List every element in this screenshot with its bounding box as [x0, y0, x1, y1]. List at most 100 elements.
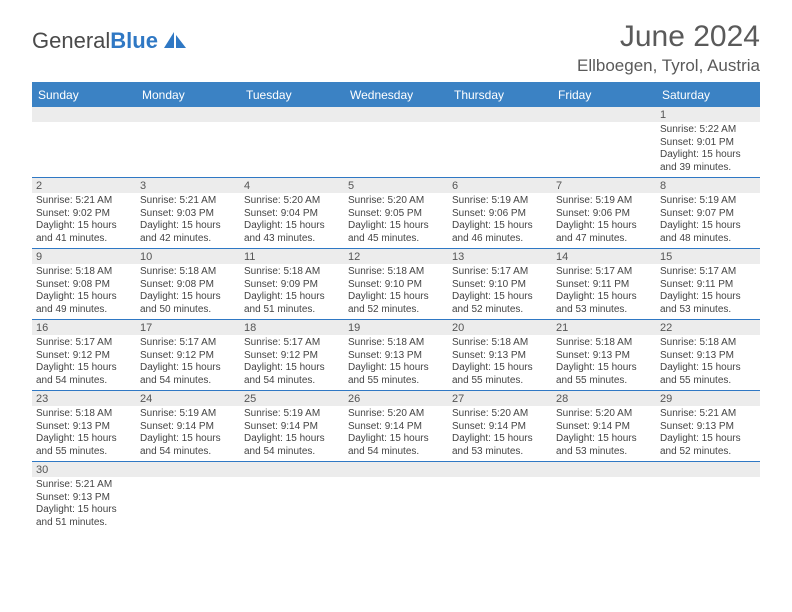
day-number: 20: [448, 320, 552, 335]
daylight-text: Daylight: 15 hours: [660, 220, 756, 233]
daylight-text: Daylight: 15 hours: [452, 291, 548, 304]
day-number: 28: [552, 391, 656, 406]
daylight-text: Daylight: 15 hours: [244, 433, 340, 446]
day-cell: Sunrise: 5:19 AMSunset: 9:14 PMDaylight:…: [240, 406, 344, 461]
daylight-text: Daylight: 15 hours: [348, 362, 444, 375]
daylight-text: and 51 minutes.: [36, 517, 132, 530]
day-number: 9: [32, 249, 136, 264]
day-number: 14: [552, 249, 656, 264]
sunrise-text: Sunrise: 5:18 AM: [36, 408, 132, 421]
daylight-text: Daylight: 15 hours: [140, 291, 236, 304]
sunset-text: Sunset: 9:14 PM: [348, 421, 444, 434]
sunrise-text: Sunrise: 5:20 AM: [348, 195, 444, 208]
dayname-sat: Saturday: [656, 84, 760, 107]
daylight-text: Daylight: 15 hours: [36, 362, 132, 375]
daylight-text: and 55 minutes.: [348, 375, 444, 388]
sunrise-text: Sunrise: 5:19 AM: [556, 195, 652, 208]
sunrise-text: Sunrise: 5:21 AM: [140, 195, 236, 208]
empty-cell: [136, 122, 240, 177]
daylight-text: and 53 minutes.: [556, 304, 652, 317]
empty-cell: [240, 122, 344, 177]
sunset-text: Sunset: 9:05 PM: [348, 208, 444, 221]
sunset-text: Sunset: 9:12 PM: [36, 350, 132, 363]
sunrise-text: Sunrise: 5:18 AM: [556, 337, 652, 350]
day-number: 10: [136, 249, 240, 264]
sunrise-text: Sunrise: 5:18 AM: [660, 337, 756, 350]
day-number: 4: [240, 178, 344, 193]
day-cell: Sunrise: 5:17 AMSunset: 9:10 PMDaylight:…: [448, 264, 552, 319]
day-number: 26: [344, 391, 448, 406]
day-number: 12: [344, 249, 448, 264]
daylight-text: Daylight: 15 hours: [452, 220, 548, 233]
sunrise-text: Sunrise: 5:18 AM: [452, 337, 548, 350]
day-number: 24: [136, 391, 240, 406]
day-number: 30: [32, 462, 136, 477]
sunset-text: Sunset: 9:09 PM: [244, 279, 340, 292]
daylight-text: and 54 minutes.: [348, 446, 444, 459]
day-cell: Sunrise: 5:19 AMSunset: 9:06 PMDaylight:…: [448, 193, 552, 248]
month-title: June 2024: [577, 20, 760, 54]
sunrise-text: Sunrise: 5:18 AM: [140, 266, 236, 279]
daylight-text: and 55 minutes.: [452, 375, 548, 388]
day-number: [552, 107, 656, 122]
empty-cell: [344, 477, 448, 532]
sunrise-text: Sunrise: 5:19 AM: [660, 195, 756, 208]
day-cell: Sunrise: 5:19 AMSunset: 9:14 PMDaylight:…: [136, 406, 240, 461]
day-number: [344, 462, 448, 477]
sunset-text: Sunset: 9:13 PM: [348, 350, 444, 363]
daylight-text: Daylight: 15 hours: [140, 433, 236, 446]
daylight-text: Daylight: 15 hours: [556, 362, 652, 375]
sunrise-text: Sunrise: 5:21 AM: [660, 408, 756, 421]
sunrise-text: Sunrise: 5:19 AM: [244, 408, 340, 421]
sunrise-text: Sunrise: 5:19 AM: [452, 195, 548, 208]
sunset-text: Sunset: 9:03 PM: [140, 208, 236, 221]
day-number: 8: [656, 178, 760, 193]
empty-cell: [552, 477, 656, 532]
week-row: Sunrise: 5:18 AMSunset: 9:08 PMDaylight:…: [32, 264, 760, 320]
day-number: 11: [240, 249, 344, 264]
day-number: 7: [552, 178, 656, 193]
daynum-row: 9101112131415: [32, 249, 760, 264]
sunrise-text: Sunrise: 5:18 AM: [348, 266, 444, 279]
daylight-text: and 42 minutes.: [140, 233, 236, 246]
sunset-text: Sunset: 9:08 PM: [36, 279, 132, 292]
daylight-text: Daylight: 15 hours: [556, 433, 652, 446]
daylight-text: and 52 minutes.: [452, 304, 548, 317]
day-number: [32, 107, 136, 122]
sunrise-text: Sunrise: 5:19 AM: [140, 408, 236, 421]
daylight-text: and 45 minutes.: [348, 233, 444, 246]
weeks-container: 1Sunrise: 5:22 AMSunset: 9:01 PMDaylight…: [32, 107, 760, 532]
daylight-text: and 52 minutes.: [660, 446, 756, 459]
day-cell: Sunrise: 5:18 AMSunset: 9:10 PMDaylight:…: [344, 264, 448, 319]
dayname-thu: Thursday: [448, 84, 552, 107]
day-cell: Sunrise: 5:18 AMSunset: 9:13 PMDaylight:…: [656, 335, 760, 390]
sunrise-text: Sunrise: 5:17 AM: [36, 337, 132, 350]
sunrise-text: Sunrise: 5:18 AM: [36, 266, 132, 279]
daylight-text: Daylight: 15 hours: [244, 362, 340, 375]
day-number: 16: [32, 320, 136, 335]
sunrise-text: Sunrise: 5:20 AM: [348, 408, 444, 421]
daylight-text: and 55 minutes.: [660, 375, 756, 388]
brand-logo: GeneralBlue: [32, 28, 188, 54]
day-cell: Sunrise: 5:19 AMSunset: 9:07 PMDaylight:…: [656, 193, 760, 248]
daylight-text: and 47 minutes.: [556, 233, 652, 246]
page-header: GeneralBlue June 2024 Ellboegen, Tyrol, …: [32, 20, 760, 76]
day-number: 3: [136, 178, 240, 193]
empty-cell: [136, 477, 240, 532]
daylight-text: Daylight: 15 hours: [452, 362, 548, 375]
day-number: [240, 462, 344, 477]
day-cell: Sunrise: 5:18 AMSunset: 9:13 PMDaylight:…: [32, 406, 136, 461]
sunset-text: Sunset: 9:01 PM: [660, 137, 756, 150]
day-number: 5: [344, 178, 448, 193]
daylight-text: and 50 minutes.: [140, 304, 236, 317]
sunset-text: Sunset: 9:06 PM: [452, 208, 548, 221]
week-row: Sunrise: 5:17 AMSunset: 9:12 PMDaylight:…: [32, 335, 760, 391]
week-row: Sunrise: 5:21 AMSunset: 9:13 PMDaylight:…: [32, 477, 760, 532]
sunrise-text: Sunrise: 5:20 AM: [556, 408, 652, 421]
sunrise-text: Sunrise: 5:17 AM: [140, 337, 236, 350]
sunset-text: Sunset: 9:11 PM: [556, 279, 652, 292]
day-number: 15: [656, 249, 760, 264]
week-row: Sunrise: 5:21 AMSunset: 9:02 PMDaylight:…: [32, 193, 760, 249]
day-number: 17: [136, 320, 240, 335]
day-cell: Sunrise: 5:18 AMSunset: 9:09 PMDaylight:…: [240, 264, 344, 319]
